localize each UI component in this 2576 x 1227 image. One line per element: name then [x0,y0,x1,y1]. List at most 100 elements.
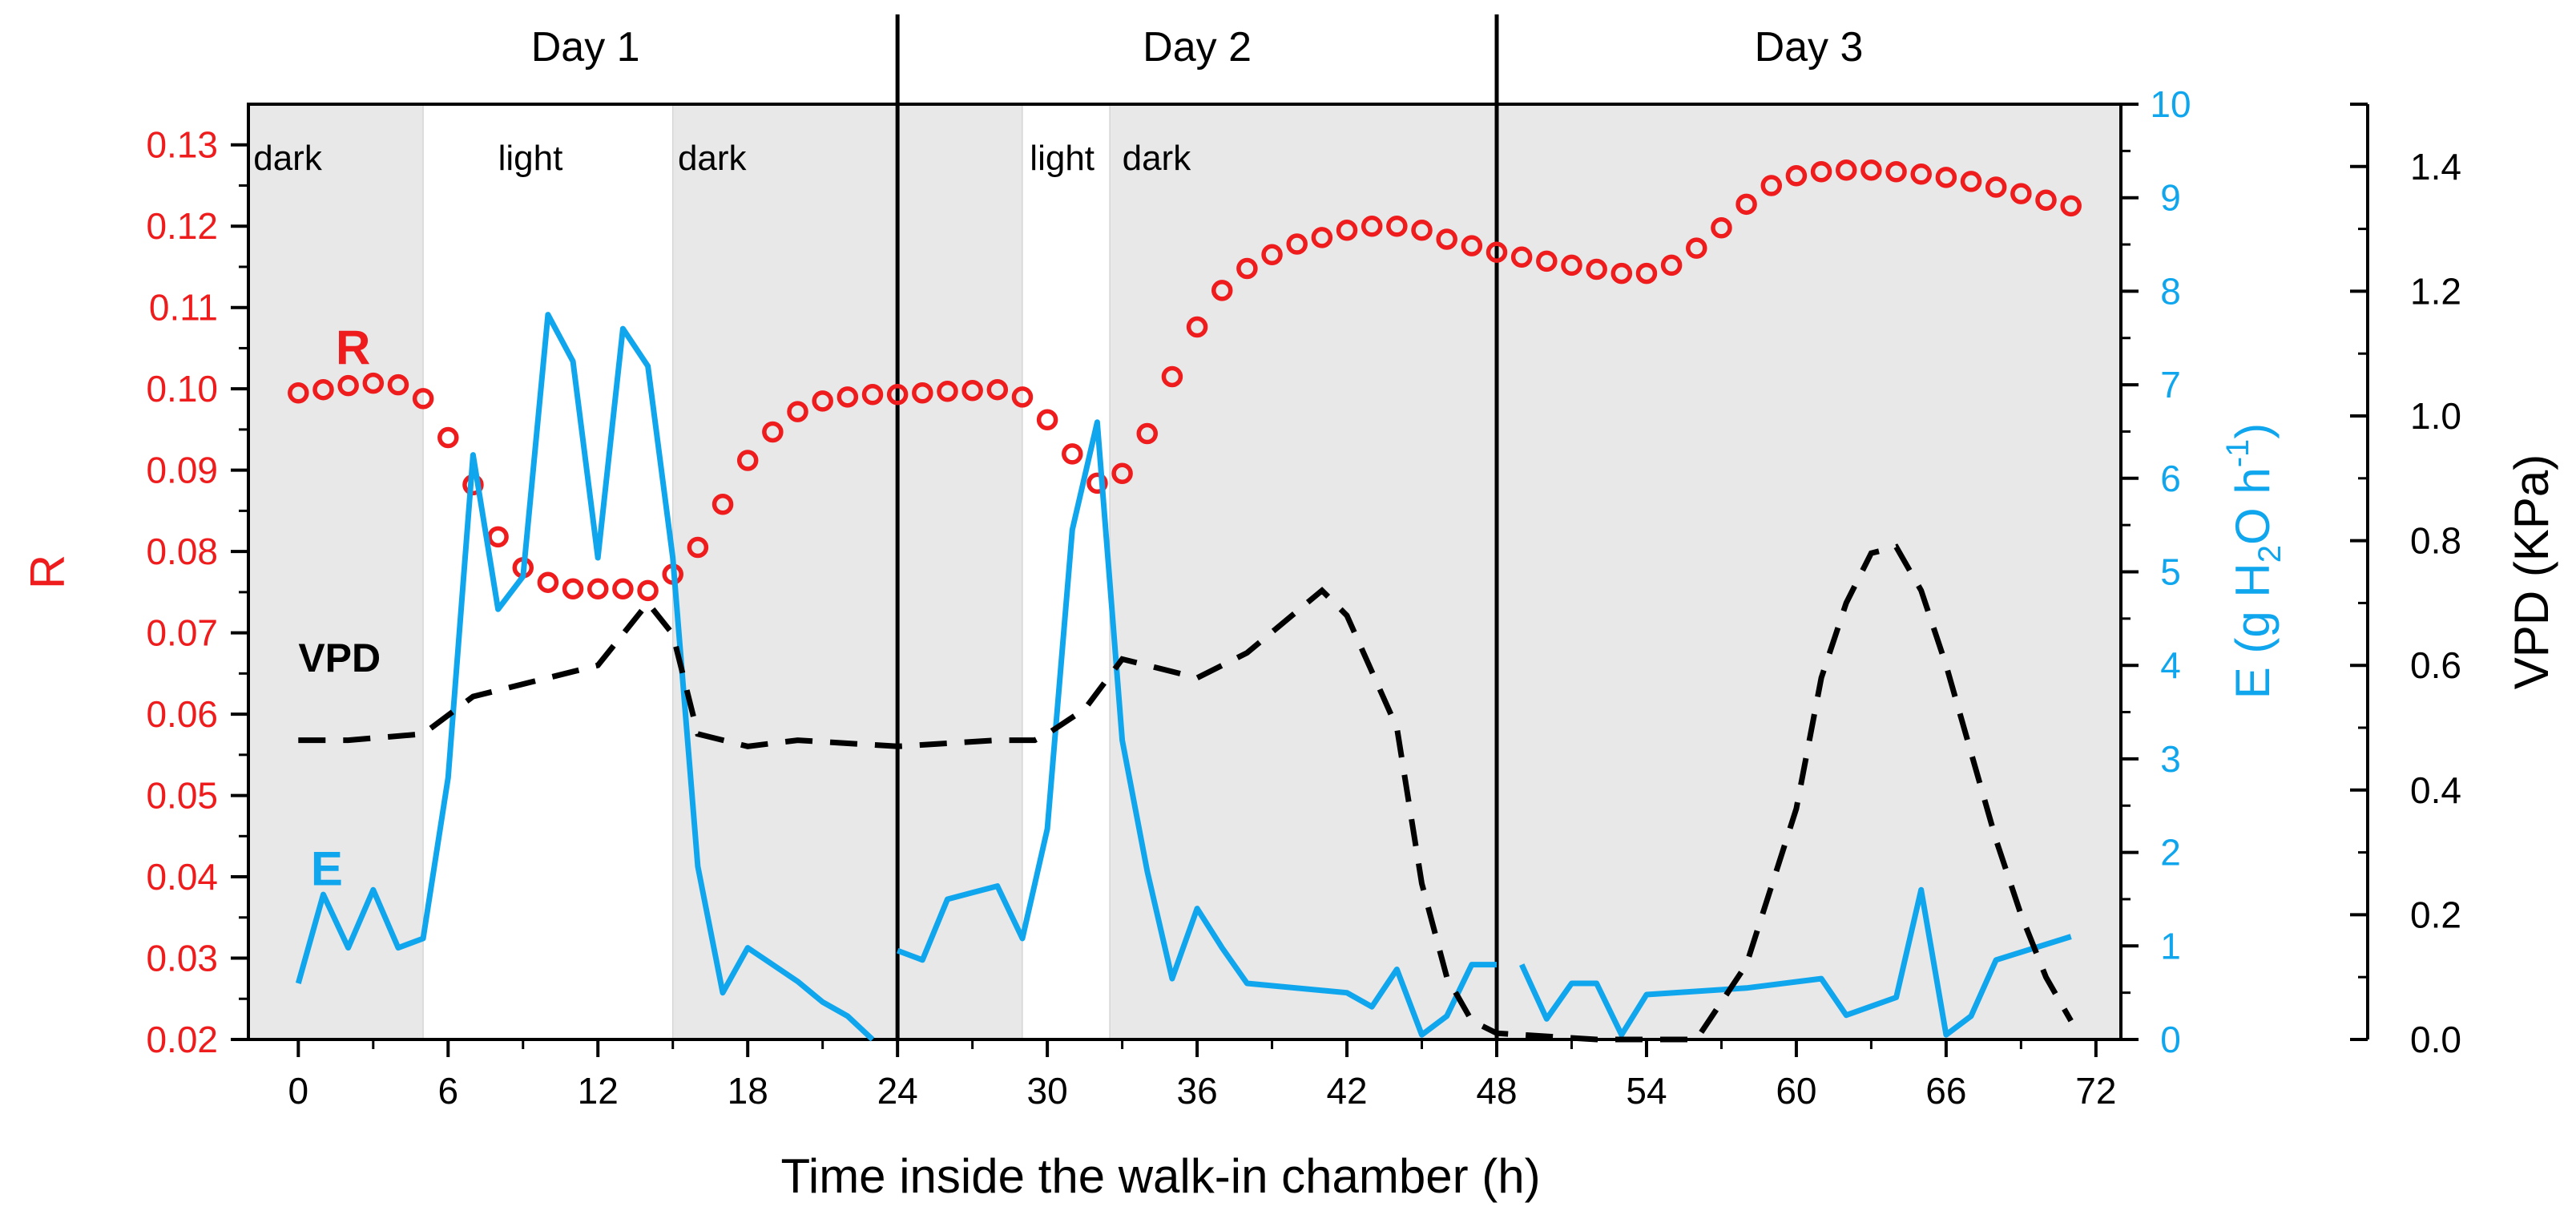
r-point [387,373,409,396]
r-point [1686,237,1707,259]
x-tick-label: 6 [437,1070,458,1112]
x-tick-label: 36 [1176,1070,1217,1112]
r-point [1486,241,1508,263]
r-point [1186,316,1208,338]
r-tick-label: 0.09 [146,450,218,491]
e-axis-title: E (g H2O h-1) [2220,423,2288,700]
r-point [1062,443,1083,465]
r-point [861,384,884,406]
x-tick-label: 54 [1626,1070,1667,1112]
r-tick-label: 0.02 [146,1019,218,1060]
x-tick-label: 24 [877,1070,918,1112]
vpd-tick-label: 1.2 [2410,270,2461,312]
e-tick-label: 2 [2160,832,2181,874]
r-point [1785,165,1808,187]
r-tick-label: 0.11 [149,287,218,329]
series-label-r: R [336,321,370,375]
x-tick-label: 12 [578,1070,619,1112]
period-label-0: dark [253,139,323,178]
r-point [312,378,334,401]
r-point [537,571,559,593]
r-point [937,380,958,402]
r-point [1586,258,1607,281]
r-point [1660,254,1683,276]
r-point [1211,280,1233,301]
e-axis-title-main: E (g H [2226,563,2280,699]
r-point [1561,254,1582,276]
r-point [1361,215,1383,237]
r-point [1935,167,1957,188]
x-tick-label: 42 [1326,1070,1367,1112]
r-point [1136,422,1159,445]
vpd-tick-label: 0.0 [2410,1019,2461,1060]
period-label-4: dark [1123,139,1192,178]
vpd-tick-label: 1.0 [2410,395,2461,437]
r-point [787,401,808,422]
r-point [1510,246,1533,268]
r-point [288,381,309,404]
x-tick-label: 18 [728,1070,768,1112]
series-label-vpd: VPD [298,636,381,680]
r-tick-label: 0.10 [146,368,218,410]
r-point [637,579,659,602]
r-point [1311,227,1333,248]
axis-titles: Time inside the walk-in chamber (h) R E (g… [21,423,2558,1203]
r-tick-label: 0.07 [146,612,218,654]
r-point [1711,216,1732,239]
r-point [1536,250,1558,272]
dark-period-2 [1109,103,2122,1040]
r-point [1236,257,1258,280]
r-point [487,526,509,548]
x-tick-label: 0 [288,1070,309,1112]
r-point [587,578,609,600]
r-tick-label: 0.04 [146,856,218,898]
r-point [1611,262,1633,285]
e-tick-label: 0 [2160,1019,2181,1060]
vpd-tick-label: 0.4 [2410,769,2461,811]
e-tick-label: 9 [2160,177,2181,219]
r-point [812,390,833,412]
e-axis-title-mid: O h [2226,467,2280,545]
r-point [687,536,709,559]
r-point [1885,160,1907,183]
x-tick-label: 30 [1027,1070,1068,1112]
e-axis-title-sup: -1 [2220,439,2256,468]
r-point [1386,215,1408,237]
r-point [2010,183,2032,204]
e-tick-label: 6 [2160,458,2181,499]
r-point [1111,462,1133,484]
r-point [836,386,859,408]
r-point [762,421,784,443]
r-point [362,372,385,394]
r-point [1286,233,1308,255]
series-vpd [298,543,2074,1043]
vpd-tick-label: 0.8 [2410,520,2461,562]
r-point [437,426,459,449]
e-axis-title-end: ) [2226,423,2280,439]
day-dividers: Day 1 Day 2 Day 3 [248,14,2121,1039]
e-axis-title-sub: 2 [2252,545,2288,563]
vpd-line [298,543,2074,1043]
r-point [1835,159,1857,181]
vpd-tick-label: 1.4 [2410,146,2461,188]
r-point [2035,189,2057,211]
r-point [612,578,634,600]
r-point [1336,220,1358,241]
series-r [288,159,2082,602]
r-tick-label: 0.13 [146,124,218,166]
r-tick-label: 0.05 [146,775,218,817]
r-point [1086,472,1108,494]
e-tick-label: 8 [2160,270,2181,312]
r-point [1261,244,1283,265]
period-label-2: dark [678,139,748,178]
r-point [986,378,1009,401]
r-point [886,384,909,406]
r-point [562,578,584,600]
r-tick-label: 0.12 [146,205,218,247]
e-tick-label: 1 [2160,925,2181,967]
r-point [1985,176,2007,198]
series-layer: R E VPD [288,159,2082,1043]
r-point [736,450,759,471]
r-point [961,379,983,402]
day-label-3: Day 3 [1755,24,1864,71]
